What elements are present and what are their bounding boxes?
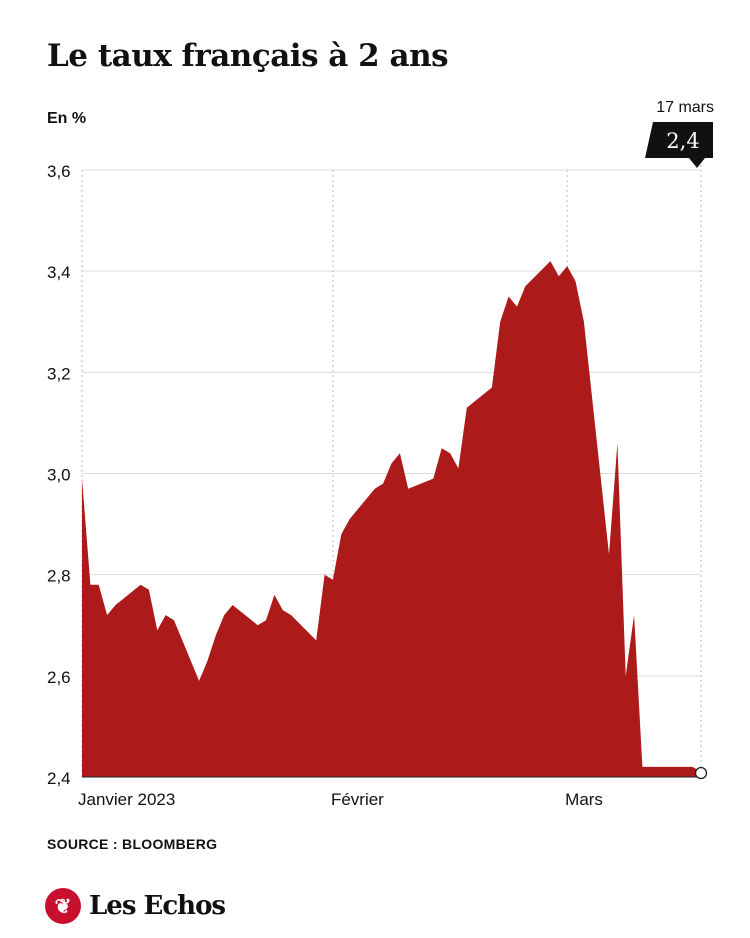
- y-tick-label: 2,8: [47, 567, 71, 586]
- source-credit: SOURCE : BLOOMBERG: [47, 836, 218, 852]
- logo-wordmark: Les Echos: [89, 891, 226, 921]
- chart-area: 2,4 2,6 2,8 3,0 3,2 3,4 3,6 Janvier 2023 Février…: [47, 99, 714, 809]
- y-tick-label: 2,6: [47, 668, 71, 687]
- chart-title: Le taux français à 2 ans: [47, 38, 449, 74]
- value-callout-label: 2,4: [666, 129, 699, 153]
- y-tick-label: 2,4: [47, 769, 71, 788]
- y-tick-label: 3,0: [47, 466, 71, 485]
- y-tick-label: 3,4: [47, 263, 71, 282]
- last-point-marker: [694, 766, 708, 780]
- y-axis-unit-label: En %: [47, 110, 87, 127]
- series-area: [82, 261, 701, 778]
- x-tick-label: Février: [331, 790, 384, 809]
- x-tick-label: Janvier 2023: [78, 790, 175, 809]
- y-tick-label: 3,6: [47, 162, 71, 181]
- y-tick-label: 3,2: [47, 364, 71, 383]
- value-callout-box: [645, 122, 713, 168]
- x-tick-label: Mars: [565, 790, 603, 809]
- les-echos-bird-icon: ❦: [45, 888, 81, 924]
- publisher-logo: ❦ Les Echos: [45, 888, 226, 924]
- date-callout-label: 17 mars: [656, 99, 714, 116]
